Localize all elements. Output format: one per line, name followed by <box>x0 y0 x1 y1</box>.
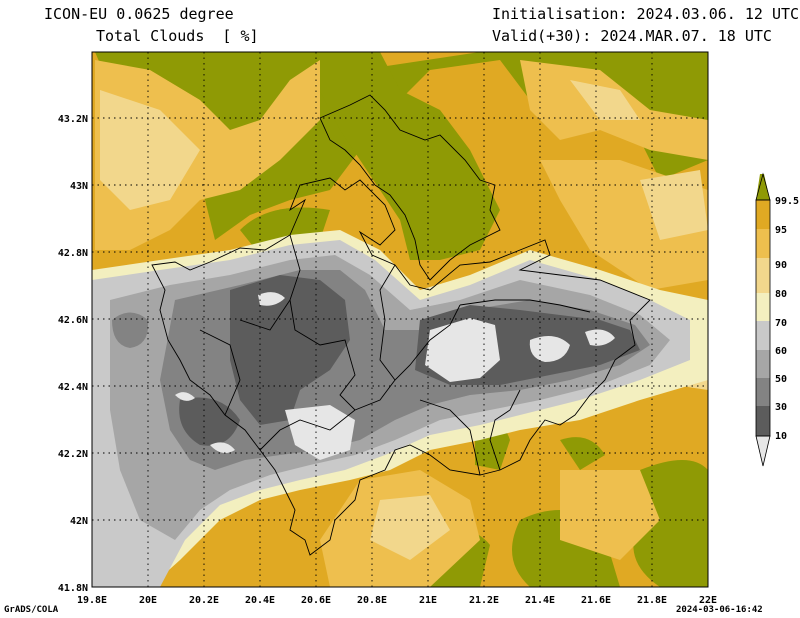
legend-label: 30 <box>775 402 787 413</box>
x-tick-label: 19.8E <box>77 595 107 606</box>
x-tick-label: 21.4E <box>525 595 555 606</box>
y-tick-label: 42.2N <box>58 449 88 460</box>
legend-arrow-top <box>756 174 770 200</box>
legend-swatch-30 <box>756 378 770 406</box>
legend-swatch-90 <box>756 229 770 258</box>
cloud-field <box>92 52 708 587</box>
y-tick-label: 41.8N <box>58 583 88 594</box>
legend-arrow-bottom <box>756 436 770 466</box>
legend-swatch-80 <box>756 258 770 293</box>
admin-borders <box>151 94 651 556</box>
timestamp-label: 2024-03-06-16:42 <box>676 605 763 615</box>
variable-title: Total Clouds [ %] <box>96 27 259 45</box>
legend-swatch-95 <box>756 200 770 229</box>
legend-swatch-60 <box>756 321 770 350</box>
x-tick-label: 20.6E <box>301 595 331 606</box>
x-tick-label: 22E <box>699 595 717 606</box>
x-tick-label: 21.6E <box>581 595 611 606</box>
y-tick-label: 42.8N <box>58 248 88 259</box>
y-tick-label: 42N <box>70 516 88 527</box>
x-tick-label: 21.8E <box>637 595 667 606</box>
x-tick-labels: 19.8E 20E 20.2E 20.4E 20.6E 20.8E 21E 21.2E 21.4… <box>77 595 717 606</box>
legend-label: 80 <box>775 289 787 300</box>
legend-label: 10 <box>775 431 787 442</box>
x-tick-label: 20.2E <box>189 595 219 606</box>
graticule <box>92 52 708 587</box>
legend-label: 50 <box>775 374 787 385</box>
legend-colorbar: 99.5 95 90 80 70 60 50 30 10 <box>755 172 799 467</box>
init-time: Initialisation: 2024.03.06. 12 UTC <box>492 5 800 23</box>
y-tick-label: 43N <box>70 181 88 192</box>
legend-label: 95 <box>775 225 787 236</box>
y-tick-labels: 43.2N 43N 42.8N 42.6N 42.4N 42.2N 42N 41.8N <box>58 114 88 594</box>
legend-label: 90 <box>775 260 787 271</box>
x-tick-label: 20E <box>139 595 157 606</box>
x-tick-label: 20.4E <box>245 595 275 606</box>
credit-label: GrADS/COLA <box>4 605 59 615</box>
legend-labels: 99.5 95 90 80 70 60 50 30 10 <box>775 196 799 442</box>
valid-time: Valid(+30): 2024.MAR.07. 18 UTC <box>492 27 772 45</box>
legend-label: 60 <box>775 346 787 357</box>
x-tick-label: 21E <box>419 595 437 606</box>
y-tick-label: 43.2N <box>58 114 88 125</box>
legend-label: 70 <box>775 318 787 329</box>
legend-label: 99.5 <box>775 196 799 207</box>
y-tick-label: 42.4N <box>58 382 88 393</box>
model-title: ICON-EU 0.0625 degree <box>44 5 234 23</box>
legend-swatch-50 <box>756 350 770 378</box>
y-tick-label: 42.6N <box>58 315 88 326</box>
x-tick-label: 21.2E <box>469 595 499 606</box>
plot-frame <box>91 51 709 588</box>
legend-swatch-10 <box>756 406 770 436</box>
x-tick-label: 20.8E <box>357 595 387 606</box>
legend-swatch-70 <box>756 293 770 321</box>
